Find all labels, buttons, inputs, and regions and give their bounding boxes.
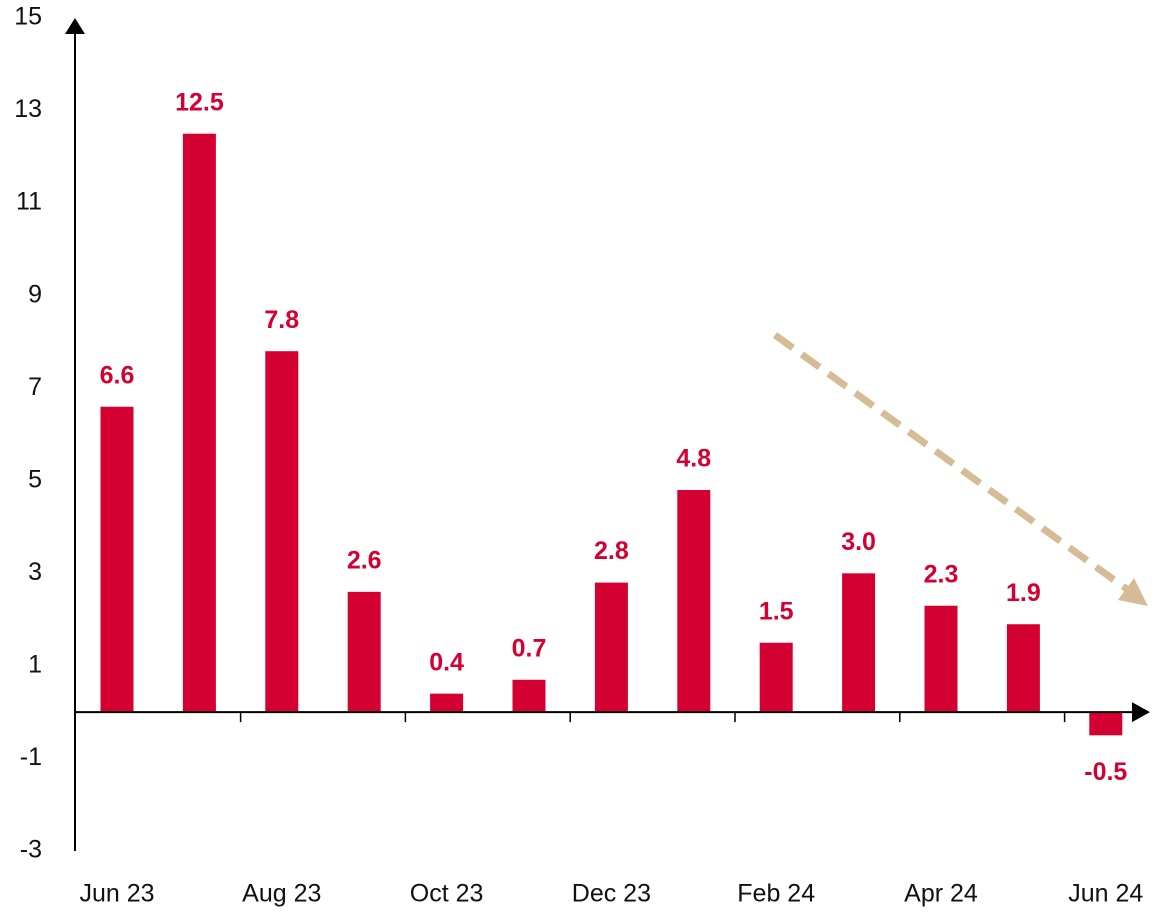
value-label: 0.7: [512, 634, 547, 662]
value-label: -0.5: [1084, 758, 1127, 786]
bar: [924, 605, 958, 713]
value-label: 12.5: [175, 88, 224, 116]
value-label: 2.8: [594, 537, 629, 565]
bar: [842, 573, 876, 713]
bar: [100, 406, 134, 713]
y-tick-label: 9: [28, 280, 42, 308]
x-axis-arrow: [1132, 702, 1150, 723]
bar: [1006, 624, 1040, 713]
y-tick-label: 1: [28, 650, 42, 678]
bar: [759, 642, 793, 713]
value-label: 1.5: [759, 597, 794, 625]
y-tick-label: 13: [14, 95, 42, 123]
bar: [182, 133, 216, 713]
value-label: 2.3: [924, 560, 959, 588]
value-label: 7.8: [264, 306, 299, 334]
bar: [430, 693, 464, 713]
bar: [512, 679, 546, 713]
x-tick-label: Dec 23: [572, 880, 651, 908]
bar: [347, 591, 381, 713]
x-tick-label: Feb 24: [737, 880, 815, 908]
x-tick-label: Aug 23: [242, 880, 321, 908]
trend-arrow-head: [1118, 578, 1148, 606]
value-label: 6.6: [100, 361, 135, 389]
x-tick-label: Jun 24: [1068, 880, 1143, 908]
bar: [1089, 712, 1123, 736]
x-tick-label: Apr 24: [904, 880, 978, 908]
y-tick-label: -1: [20, 743, 42, 771]
value-label: 3.0: [841, 528, 876, 556]
value-label: 4.8: [676, 445, 711, 473]
y-tick-label: 5: [28, 465, 42, 493]
y-tick-label: 11: [16, 188, 42, 216]
y-tick-label: -3: [20, 836, 42, 864]
y-tick-label: 3: [28, 558, 42, 586]
bar: [677, 490, 711, 713]
bar: [594, 582, 628, 713]
value-label: 1.9: [1006, 579, 1041, 607]
value-label: 0.4: [429, 648, 464, 676]
x-tick-label: Jun 23: [79, 880, 154, 908]
y-tick-label: 7: [28, 373, 42, 401]
bar: [265, 351, 299, 713]
x-tick-label: Oct 23: [410, 880, 484, 908]
trend-arrow: [772, 332, 1131, 593]
y-tick-label: 15: [14, 3, 42, 31]
value-label: 2.6: [347, 546, 382, 574]
y-axis-arrow: [65, 18, 85, 34]
